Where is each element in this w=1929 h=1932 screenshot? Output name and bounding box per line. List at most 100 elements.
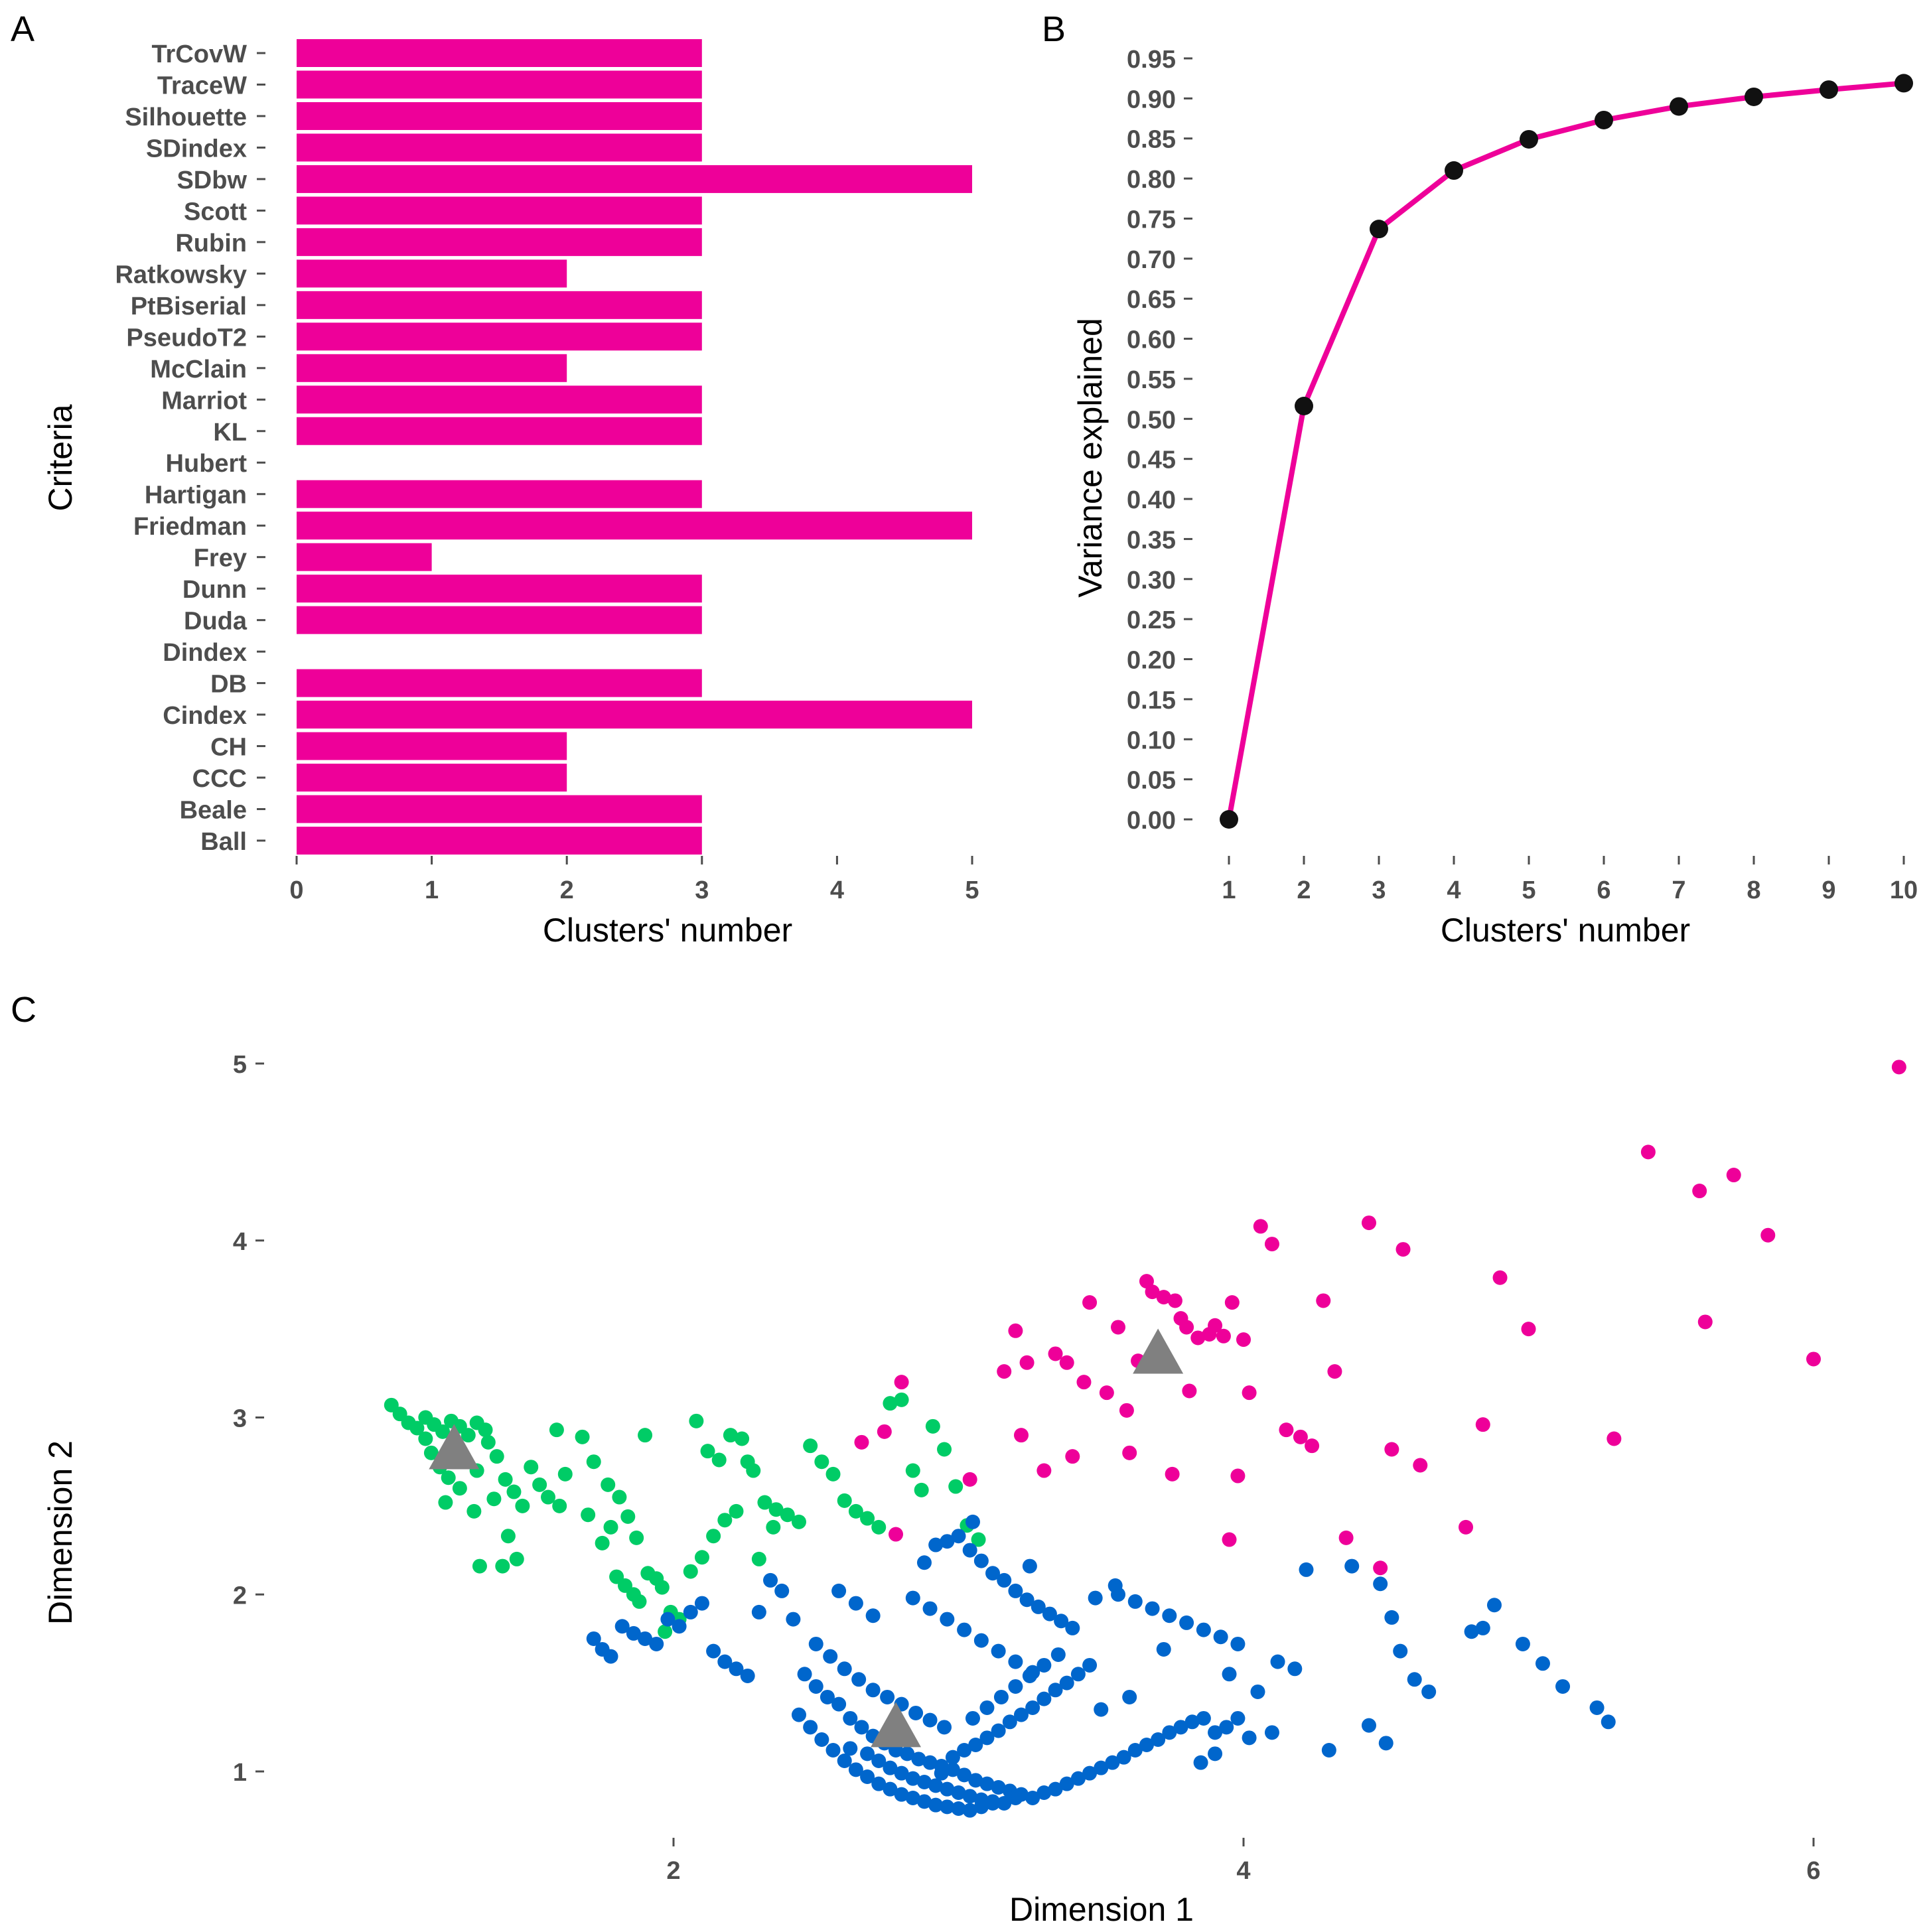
cluster-3-point-16	[1111, 1320, 1126, 1335]
cluster-3-point-13	[1076, 1375, 1092, 1390]
cluster-3-point-0	[854, 1434, 869, 1450]
cluster-2-point-83	[1036, 1691, 1052, 1706]
x-tick-label-3: 3	[1372, 876, 1386, 904]
cluster-2-point-131	[1008, 1583, 1023, 1598]
x-tick-label-6: 6	[1597, 876, 1610, 904]
y-tick-label-ccc: CCC	[192, 765, 247, 793]
cluster-1-point-60	[711, 1452, 727, 1468]
cluster-3-point-53	[1492, 1270, 1508, 1285]
cluster-2-point-129	[985, 1566, 1001, 1581]
cluster-2-point-56	[1219, 1720, 1234, 1735]
cluster-2-point-74	[934, 1765, 949, 1781]
cluster-2-point-111	[860, 1769, 875, 1785]
cluster-3-point-46	[1361, 1215, 1376, 1231]
cluster-2-point-161	[1270, 1654, 1285, 1669]
cluster-2-point-169	[1373, 1576, 1388, 1592]
cluster-3-point-59	[1726, 1168, 1741, 1183]
y-tick-label-0.95: 0.95	[1127, 46, 1176, 74]
cluster-2-point-103	[1036, 1657, 1052, 1673]
cluster-2-point-50	[1151, 1732, 1166, 1747]
cluster-1-point-77	[814, 1454, 829, 1470]
cluster-2-point-136	[1065, 1620, 1080, 1635]
panel-c-letter: C	[11, 990, 36, 1030]
cluster-2-point-105	[791, 1707, 806, 1722]
panel-a-y-axis: TrCovW TraceW Silhouette SDindex SDbw Scott Ru…	[115, 40, 265, 856]
cluster-2-point-3	[614, 1619, 630, 1634]
cluster-3-point-25	[1167, 1293, 1182, 1308]
cluster-1-point-59	[700, 1444, 715, 1459]
cluster-2-point-126	[951, 1529, 966, 1544]
panel-c-points	[384, 1060, 1906, 1818]
cluster-1-point-72	[717, 1513, 733, 1528]
cluster-3-point-21	[1145, 1284, 1160, 1300]
cluster-2-point-97	[937, 1720, 952, 1735]
cluster-2-point-23	[843, 1710, 858, 1726]
cluster-2-point-67	[940, 1781, 955, 1797]
x-tick-label-4: 4	[1447, 876, 1461, 904]
y-tick-label-kl: KL	[213, 419, 247, 447]
cluster-2-point-152	[1162, 1608, 1177, 1623]
cluster-2-point-156	[1230, 1636, 1246, 1651]
cluster-1-point-33	[486, 1491, 502, 1507]
cluster-2-point-147	[865, 1608, 881, 1623]
cluster-3-point-29	[1190, 1330, 1206, 1346]
y-tick-label-0.70: 0.70	[1127, 246, 1176, 274]
cluster-3-point-11	[1059, 1355, 1074, 1370]
y-tick-label-scott: Scott	[184, 198, 247, 226]
cluster-2-point-120	[962, 1803, 977, 1818]
y-tick-label-ptbiserial: PtBiserial	[131, 293, 247, 320]
y-tick-label-3: 3	[233, 1405, 247, 1433]
cluster-1-point-22	[506, 1484, 522, 1499]
cluster-3-point-57	[1692, 1184, 1707, 1199]
cluster-2-point-21	[820, 1689, 835, 1704]
cluster-2-point-63	[894, 1765, 909, 1781]
cluster-2-point-42	[1059, 1776, 1074, 1791]
cluster-3-point-10	[1048, 1346, 1063, 1361]
cluster-1-point-79	[837, 1493, 852, 1508]
panel-b-series-line	[1226, 80, 1906, 822]
cluster-2-point-158	[1022, 1558, 1037, 1574]
y-tick-label-0.65: 0.65	[1127, 286, 1176, 314]
cluster-1-point-32	[466, 1503, 482, 1519]
y-tick-label-0.55: 0.55	[1127, 366, 1176, 394]
cluster-2-point-177	[1515, 1636, 1530, 1651]
y-tick-label-ch: CH	[210, 734, 247, 762]
x-tick-label-3: 3	[695, 876, 709, 904]
cluster-3-point-15	[1099, 1385, 1114, 1401]
cluster-1-point-81	[860, 1511, 875, 1526]
cluster-2-point-30	[922, 1755, 938, 1770]
cluster-1-point-82	[871, 1519, 887, 1535]
bar-ptbiserial	[297, 291, 702, 319]
cluster-2-point-36	[991, 1780, 1006, 1795]
cluster-1-point-34	[500, 1529, 516, 1544]
cluster-2-point-0	[586, 1631, 601, 1646]
cluster-2-point-175	[1475, 1620, 1490, 1635]
cluster-1-point-38	[575, 1429, 590, 1444]
cluster-2-point-48	[1127, 1742, 1143, 1758]
panel-a-letter: A	[11, 9, 35, 49]
cluster-3-point-39	[1264, 1237, 1279, 1252]
bar-marriot	[297, 385, 702, 414]
cluster-1-point-40	[601, 1477, 616, 1492]
cluster-2-point-187	[1378, 1736, 1393, 1751]
y-tick-label-beale: Beale	[180, 797, 247, 825]
cluster-2-point-164	[1222, 1667, 1237, 1682]
cluster-1-point-54	[654, 1580, 670, 1595]
x-tick-label-8: 8	[1747, 876, 1760, 904]
line-point-k1	[1220, 810, 1238, 829]
cluster-2-point-108	[825, 1742, 841, 1758]
cluster-1-point-88	[937, 1442, 952, 1457]
cluster-3-point-12	[1065, 1449, 1080, 1464]
y-tick-label-hartigan: Hartigan	[145, 482, 247, 510]
y-tick-label-0.40: 0.40	[1127, 486, 1176, 514]
cluster-2-point-47	[1116, 1750, 1131, 1765]
cluster-1-point-27	[549, 1422, 564, 1438]
cluster-2-point-91	[851, 1672, 867, 1687]
cluster-2-point-89	[823, 1649, 838, 1664]
cluster-3-point-61	[1806, 1351, 1821, 1367]
y-tick-label-0.80: 0.80	[1127, 166, 1176, 194]
y-tick-label-ball: Ball	[200, 828, 247, 856]
cluster-2-point-57	[1230, 1710, 1246, 1726]
x-tick-label-1: 1	[425, 876, 439, 904]
